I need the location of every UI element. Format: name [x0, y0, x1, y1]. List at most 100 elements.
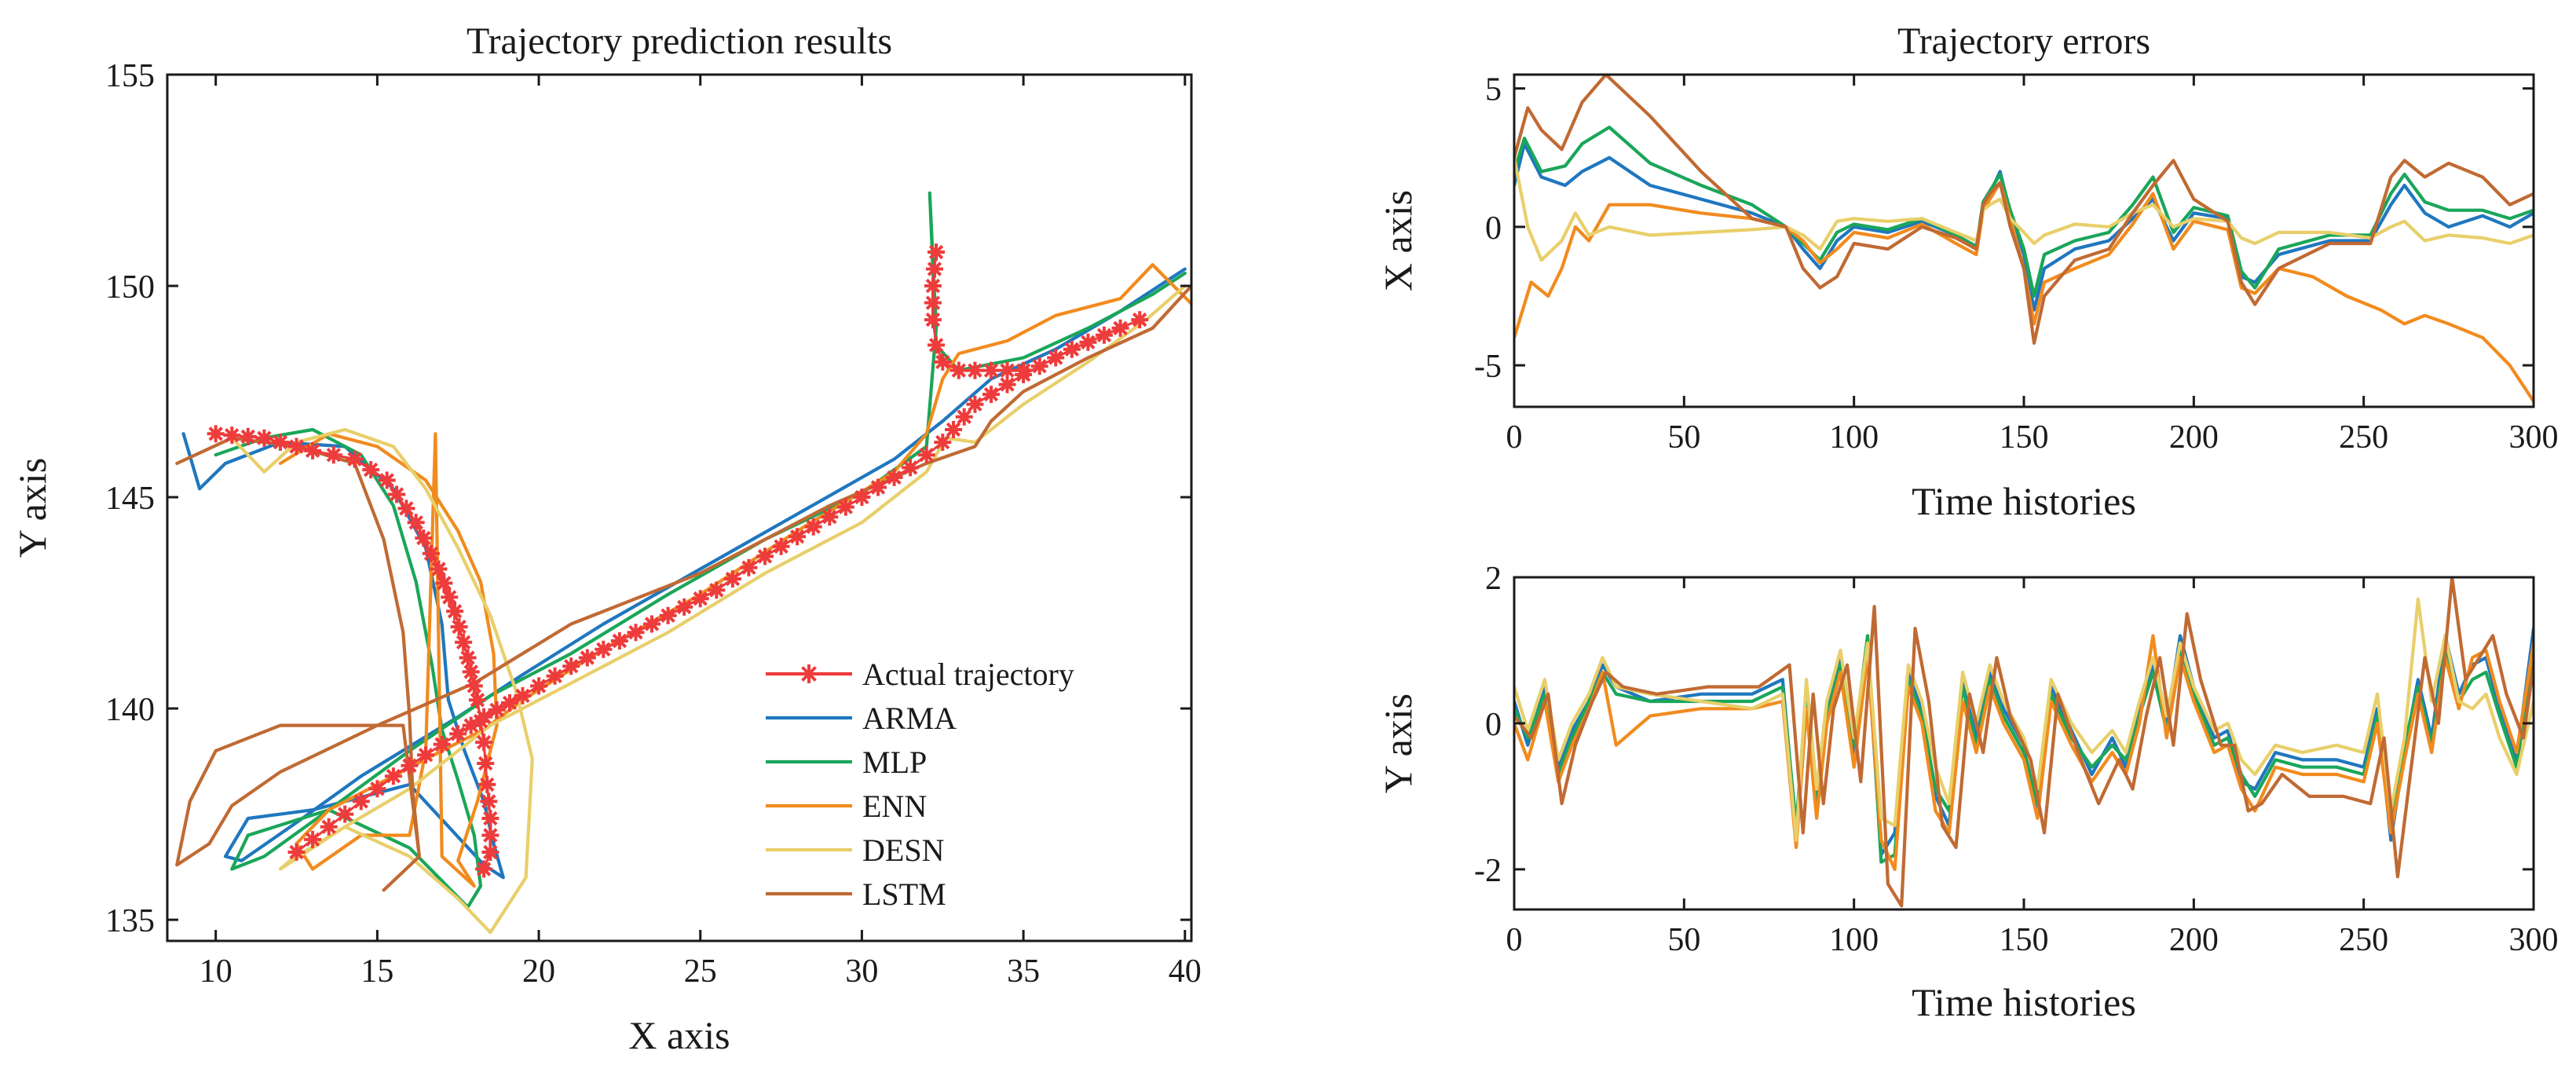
x-tick-label: 50 [1667, 419, 1700, 456]
actual-trajectory-marker [272, 434, 289, 452]
actual-trajectory-marker [478, 775, 496, 793]
y-tick-label: 0 [1485, 707, 1502, 743]
legend-label: MLP [862, 745, 927, 780]
x-tick-label: 300 [2509, 419, 2559, 456]
actual-trajectory-marker [804, 518, 822, 536]
actual-trajectory-marker [966, 361, 984, 379]
series-line-arma [1514, 142, 2534, 312]
actual-trajectory-marker [928, 336, 945, 354]
legend-label: Actual trajectory [862, 657, 1074, 692]
chart-title: Trajectory prediction results [467, 20, 892, 62]
legend-label: ENN [862, 789, 927, 824]
legend-label: ARMA [862, 701, 957, 736]
actual-trajectory-marker [1111, 319, 1129, 337]
actual-trajectory-marker [836, 498, 854, 516]
actual-trajectory-marker [475, 860, 493, 878]
actual-trajectory-marker [239, 427, 257, 445]
actual-trajectory-marker [924, 294, 942, 312]
axes-box [1513, 73, 2535, 408]
series-group [175, 191, 1191, 935]
y-tick-label: 150 [105, 269, 155, 306]
x-tick-label: 10 [199, 953, 232, 990]
x-tick-label: 250 [2339, 922, 2388, 958]
actual-trajectory-marker [468, 691, 486, 709]
actual-trajectory-marker [449, 725, 467, 743]
y-tick-label: -5 [1474, 349, 1502, 385]
actual-trajectory-marker [450, 618, 468, 636]
series-group [1514, 577, 2534, 908]
y-tick-label: 135 [105, 903, 155, 939]
chart-traj: 10 15 20 25 30 35 40 135 140 145 150 155 Trajectory … [10, 20, 1202, 1057]
y-tick-label: 155 [105, 58, 155, 94]
actual-trajectory-marker [924, 277, 942, 295]
actual-trajectory-marker [1063, 340, 1081, 358]
actual-trajectory-marker [462, 663, 480, 681]
actual-trajectory-marker [435, 574, 453, 592]
series-line-mlp [1514, 125, 2534, 298]
actual-trajectory-marker [336, 805, 354, 823]
actual-trajectory-marker [934, 353, 952, 371]
x-tick-label: 25 [684, 953, 717, 990]
y-axis-label: X axis [1376, 190, 1420, 291]
actual-trajectory-marker [401, 756, 419, 774]
actual-trajectory-marker [446, 602, 464, 620]
actual-trajectory-marker [998, 375, 1016, 393]
actual-trajectory-marker [430, 560, 448, 578]
series-line-desn [1514, 156, 2534, 262]
y-tick-label: 140 [105, 692, 155, 728]
actual-trajectory-marker [945, 421, 962, 438]
actual-trajectory-marker [691, 590, 709, 608]
actual-trajectory-marker [966, 395, 984, 413]
actual-trajectory-marker [481, 826, 499, 844]
actual-trajectory-marker [928, 243, 945, 261]
y-tick-label: -2 [1474, 853, 1502, 889]
actual-trajectory-marker [287, 844, 306, 861]
actual-trajectory-marker [821, 508, 839, 526]
series-line-actual-trajectory [214, 432, 492, 870]
chart-title: Trajectory errors [1897, 20, 2150, 62]
actual-trajectory-marker [610, 632, 628, 650]
actual-trajectory-marker [998, 361, 1016, 379]
actual-trajectory-marker [255, 429, 273, 447]
actual-trajectory-marker [924, 311, 942, 329]
actual-trajectory-marker [1131, 311, 1149, 329]
actual-trajectory-marker [756, 547, 774, 565]
actual-trajectory-marker [708, 581, 726, 599]
x-axis-label: Time histories [1912, 980, 2136, 1024]
actual-trajectory-marker [346, 450, 364, 468]
actual-trajectory-marker [501, 694, 518, 712]
actual-trajectory-marker [488, 701, 506, 719]
actual-trajectory-marker [740, 558, 758, 576]
x-tick-label: 100 [1829, 922, 1879, 958]
series-line-lstm [175, 284, 1191, 892]
actual-trajectory-marker [378, 471, 396, 489]
actual-trajectory-marker [982, 386, 1000, 404]
legend-label: DESN [862, 833, 944, 868]
legend-marker [800, 664, 818, 683]
series-line-lstm [1514, 577, 2534, 908]
actual-trajectory-marker [546, 667, 564, 685]
actual-trajectory-marker [455, 633, 473, 651]
y-axis-label: Y axis [1376, 694, 1420, 793]
x-tick-label: 200 [2169, 419, 2219, 456]
actual-trajectory-marker [352, 792, 370, 811]
actual-trajectory-marker [475, 708, 493, 726]
actual-trajectory-marker [514, 686, 532, 705]
actual-trajectory-marker [368, 780, 386, 798]
actual-trajectory-marker [934, 434, 952, 452]
actual-trajectory-marker [480, 792, 498, 811]
actual-trajectory-marker [627, 624, 645, 642]
actual-trajectory-marker [441, 588, 459, 606]
actual-trajectory-marker [789, 528, 807, 546]
x-tick-label: 100 [1829, 419, 1879, 456]
actual-trajectory-marker [475, 734, 493, 752]
actual-trajectory-marker [869, 478, 887, 496]
y-tick-label: 2 [1485, 561, 1502, 597]
actual-trajectory-marker [362, 461, 380, 479]
actual-trajectory-marker [885, 468, 903, 486]
x-tick-label: 0 [1506, 922, 1523, 958]
actual-trajectory-marker [955, 408, 973, 426]
